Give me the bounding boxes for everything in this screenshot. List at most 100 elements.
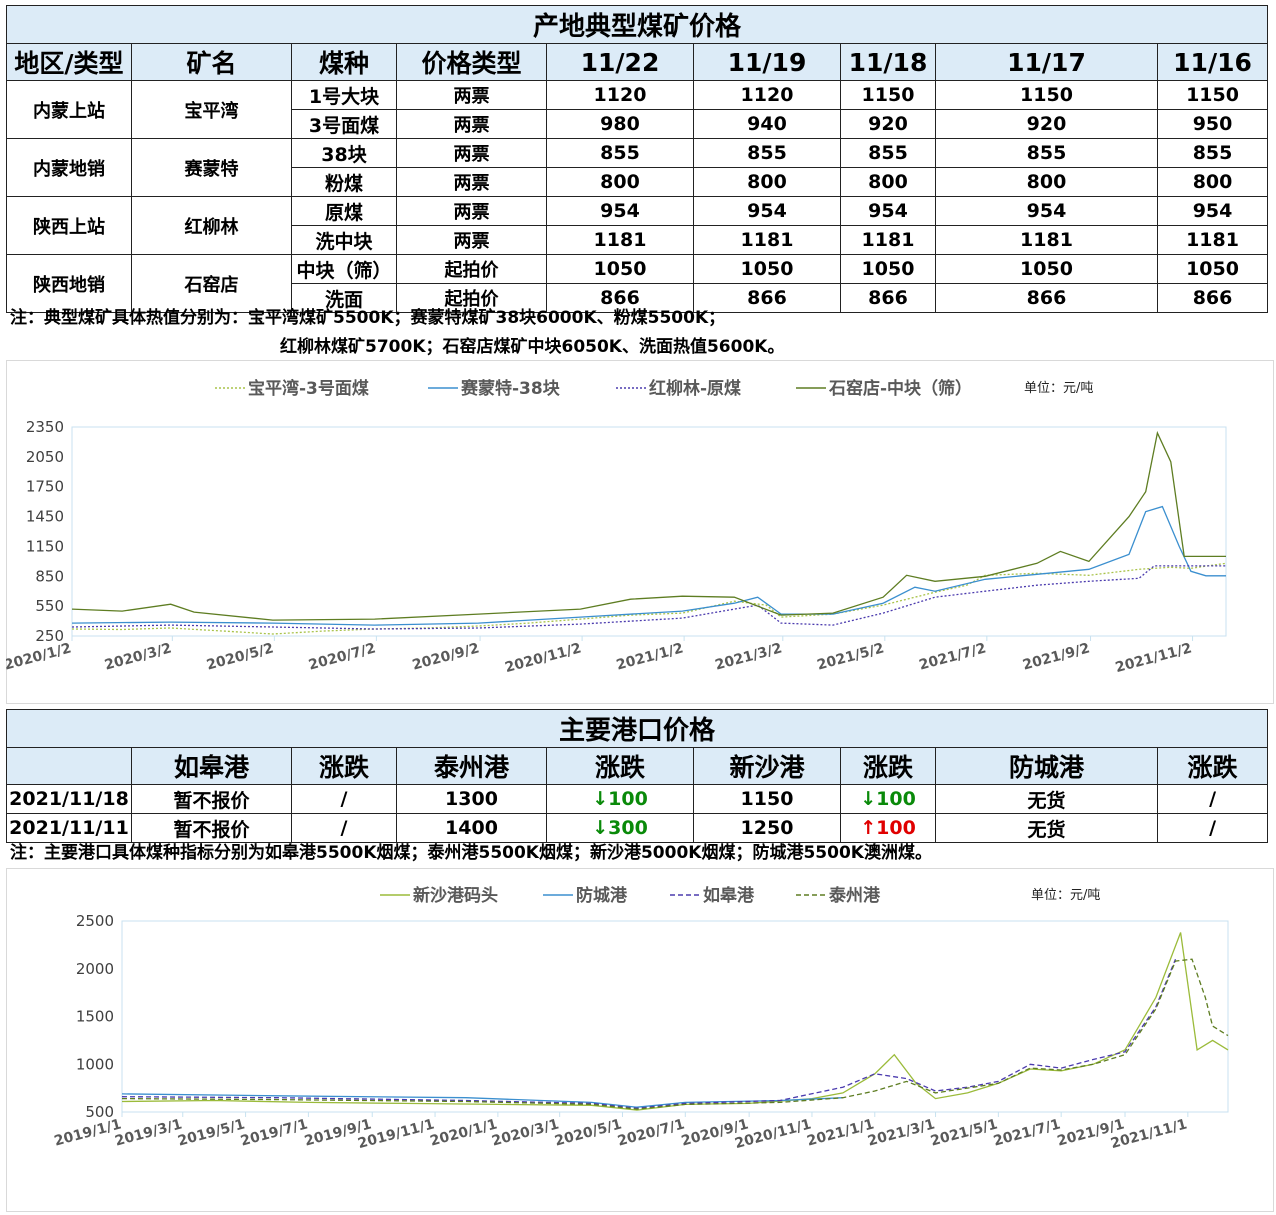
port-header-3: 泰州港 [396,747,547,785]
mine-price-cell: 1050 [693,254,841,284]
port-taizhou-chg-cell: ↓300 [546,813,694,843]
port-header-8: 涨跌 [1156,747,1269,785]
mine-coal-cell: 洗中块 [291,225,397,255]
mine-table-header: 地区/类型 矿名 煤种 价格类型 11/22 11/19 11/18 11/17 11/16 [6,43,1269,81]
table-row: 粉煤 两票 800 800 800 800 800 [7,167,1269,197]
legend-label: 如皋港 [703,885,755,906]
mine-price-cell: 980 [546,109,694,139]
mine-coal-cell: 中块（筛） [291,254,397,284]
port-rugao-cell: 暂不报价 [131,813,292,843]
table-row: 洗面 起拍价 866 866 866 866 866 [7,283,1269,313]
chart-frame [6,868,1274,1212]
mine-note-line2: 红柳林煤矿5700K；石窑店煤矿中块6050K、洗面热值5600K。 [280,337,785,357]
mine-price-cell: 1181 [693,225,841,255]
series-line-0 [121,932,1229,1111]
y-tick-label: 2050 [26,448,64,466]
mine-price-cell: 1050 [1156,254,1269,284]
mine-table-title: 产地典型煤矿价格 [5,5,1269,44]
port-header-6: 涨跌 [840,747,936,785]
mine-coal-cell: 原煤 [291,196,397,226]
port-table-title: 主要港口价格 [5,709,1269,748]
port-header-4: 涨跌 [546,747,694,785]
mine-price-cell: 954 [840,196,936,226]
port-price-table: 主要港口价格 如皋港 涨跌 泰州港 涨跌 新沙港 涨跌 防城港 涨跌 2021/11/18 暂不… [5,709,1269,843]
chart-frame [6,360,1274,704]
mine-price-cell: 866 [840,283,936,313]
series-line-3 [121,958,1229,1110]
port-price-chart: 50010001500200025002019/1/12019/3/12019/… [6,868,1274,1212]
mine-note-line1: 注：典型煤矿具体热值分别为：宝平湾煤矿5500K；赛蒙特煤矿38块6000K、粉… [10,308,726,328]
mine-price-cell: 800 [840,167,936,197]
series-line-2 [71,565,1226,630]
mine-price-cell: 954 [935,196,1158,226]
mine-coal-cell: 3号面煤 [291,109,397,139]
port-fangcheng-chg-cell: / [1156,784,1269,814]
mine-mine-cell: 赛蒙特 [131,138,292,197]
mine-price-cell: 1050 [935,254,1158,284]
legend-label: 赛蒙特-38块 [460,378,561,399]
port-header-5: 新沙港 [693,747,841,785]
mine-ptype-cell: 两票 [396,167,547,197]
port-table-header: 如皋港 涨跌 泰州港 涨跌 新沙港 涨跌 防城港 涨跌 [6,747,1269,785]
mine-price-cell: 866 [546,283,694,313]
mine-price-cell: 1181 [1156,225,1269,255]
y-tick-label: 2500 [76,912,114,930]
mine-header-2: 煤种 [291,43,397,81]
table-row: 内蒙上站 宝平湾 1号大块 两票 1120 1120 1150 1150 1150 [6,80,1269,139]
mine-coal-cell: 1号大块 [291,80,397,110]
legend-label: 防城港 [576,885,628,906]
mine-header-5: 11/19 [693,43,841,81]
series-line-2 [121,958,1177,1109]
mine-price-cell: 855 [935,138,1158,168]
mine-price-cell: 1050 [546,254,694,284]
series-line-3 [71,430,1226,621]
mine-price-cell: 800 [693,167,841,197]
mine-price-cell: 920 [935,109,1158,139]
mine-price-cell: 1120 [693,80,841,110]
mine-mine-cell: 宝平湾 [131,80,292,139]
mine-price-cell: 1150 [935,80,1158,110]
mine-region-cell: 内蒙地销 [6,138,132,197]
mine-ptype-cell: 两票 [396,225,547,255]
port-taizhou-chg-cell: ↓100 [546,784,694,814]
table-row: 内蒙地销 赛蒙特 38块 两票 855 855 855 855 855 [6,138,1269,197]
mine-price-cell: 920 [840,109,936,139]
table-row: 陕西地销 石窑店 中块（筛） 起拍价 1050 1050 1050 1050 1050 [6,254,1269,313]
mine-header-4: 11/22 [546,43,694,81]
mine-price-cell: 866 [1156,283,1269,313]
mine-price-cell: 800 [546,167,694,197]
mine-price-cell: 800 [935,167,1158,197]
mine-price-cell: 855 [1156,138,1269,168]
mine-price-cell: 855 [840,138,936,168]
mine-ptype-cell: 两票 [396,80,547,110]
y-tick-label: 1750 [26,478,64,496]
mine-header-0: 地区/类型 [6,43,132,81]
port-header-1: 如皋港 [131,747,292,785]
mine-ptype-cell: 两票 [396,196,547,226]
mine-price-cell: 1181 [840,225,936,255]
mine-price-cell: 1181 [546,225,694,255]
mine-ptype-cell: 起拍价 [396,254,547,284]
port-xinsha-chg-cell: ↑100 [840,813,936,843]
mine-price-cell: 940 [693,109,841,139]
mine-ptype-cell: 两票 [396,109,547,139]
mine-ptype-cell: 两票 [396,138,547,168]
unit-label: 单位：元/吨 [1031,888,1100,903]
mine-header-6: 11/18 [840,43,936,81]
y-tick-label: 500 [85,1103,114,1121]
mine-header-1: 矿名 [131,43,292,81]
port-header-0 [6,747,132,785]
mine-price-cell: 855 [693,138,841,168]
table-row: 2021/11/11 暂不报价/1400 ↓300 1250 ↑100 无货 / [6,813,1269,843]
port-date-cell: 2021/11/18 [6,784,132,814]
port-header-2: 涨跌 [291,747,397,785]
mine-price-cell: 1150 [840,80,936,110]
y-tick-label: 550 [35,597,64,615]
legend-label: 新沙港码头 [413,885,498,906]
mine-price-cell: 1050 [840,254,936,284]
mine-region-cell: 陕西上站 [6,196,132,255]
port-rugao-cell: 暂不报价 [131,784,292,814]
mine-price-table: 产地典型煤矿价格 地区/类型 矿名 煤种 价格类型 11/22 11/19 11/18 11/… [5,5,1269,313]
legend-label: 红柳林-原煤 [649,378,741,399]
mine-price-cell: 954 [1156,196,1269,226]
